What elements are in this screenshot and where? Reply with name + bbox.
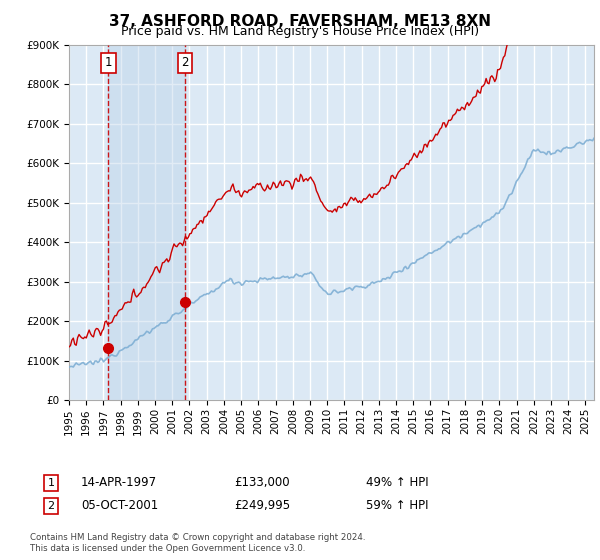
Text: 14-APR-1997: 14-APR-1997 xyxy=(81,476,157,489)
Text: 2: 2 xyxy=(47,501,55,511)
Text: Price paid vs. HM Land Registry's House Price Index (HPI): Price paid vs. HM Land Registry's House … xyxy=(121,25,479,38)
Text: £249,995: £249,995 xyxy=(234,499,290,512)
Text: 37, ASHFORD ROAD, FAVERSHAM, ME13 8XN: 37, ASHFORD ROAD, FAVERSHAM, ME13 8XN xyxy=(109,14,491,29)
Text: 05-OCT-2001: 05-OCT-2001 xyxy=(81,499,158,512)
Bar xyxy=(108,45,185,400)
Text: 49% ↑ HPI: 49% ↑ HPI xyxy=(366,476,428,489)
Text: 1: 1 xyxy=(104,56,112,69)
Text: Contains HM Land Registry data © Crown copyright and database right 2024.
This d: Contains HM Land Registry data © Crown c… xyxy=(30,533,365,553)
Text: £133,000: £133,000 xyxy=(234,476,290,489)
Text: 2: 2 xyxy=(181,56,189,69)
Text: 59% ↑ HPI: 59% ↑ HPI xyxy=(366,499,428,512)
Text: 1: 1 xyxy=(47,478,55,488)
